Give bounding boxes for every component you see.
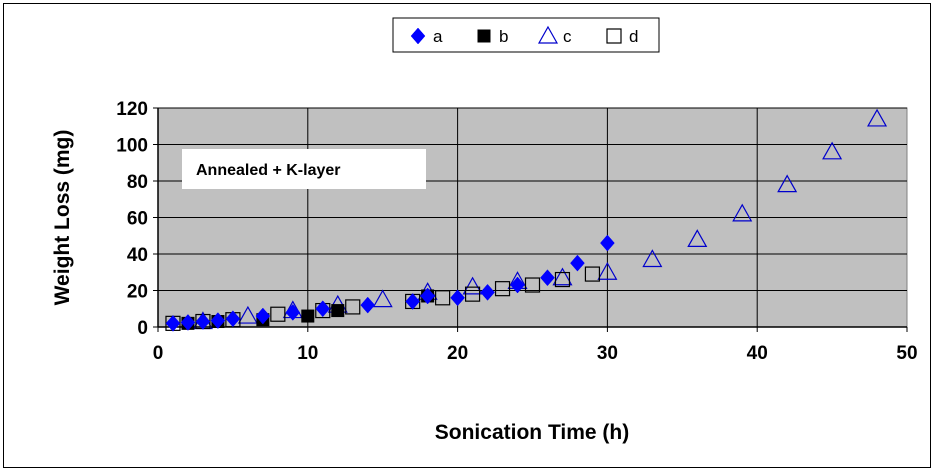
- annotation-label: Annealed + K-layer: [196, 162, 341, 179]
- data-point-d: [345, 299, 361, 315]
- data-point-c: [237, 305, 258, 324]
- data-point-a: [195, 313, 211, 330]
- x-tick-label: 20: [447, 343, 468, 364]
- x-tick-label: 30: [597, 343, 618, 364]
- legend-marker-b: [477, 29, 491, 43]
- data-point-a: [420, 287, 435, 305]
- data-point-a: [480, 283, 495, 301]
- data-point-c: [732, 203, 753, 222]
- data-point-d: [524, 277, 541, 293]
- data-point-d: [435, 290, 451, 306]
- y-tick-label: 40: [127, 245, 148, 266]
- data-point-c: [462, 276, 483, 295]
- y-tick-label: 0: [137, 318, 148, 339]
- x-tick-label: 40: [747, 343, 768, 364]
- legend-marker-a: [410, 27, 426, 45]
- data-series: [165, 108, 888, 332]
- data-point-a: [570, 254, 585, 272]
- data-point-c: [597, 262, 618, 280]
- data-point-c: [867, 108, 888, 127]
- legend-label-d: d: [629, 27, 638, 46]
- data-point-a: [315, 300, 331, 318]
- data-point-c: [552, 267, 573, 286]
- data-point-c: [687, 229, 708, 247]
- data-point-a: [255, 307, 271, 325]
- y-tick-label: 100: [116, 136, 148, 157]
- data-point-a: [165, 314, 181, 332]
- data-point-a: [450, 289, 465, 307]
- data-point-a: [210, 312, 226, 329]
- legend-item-b: b: [477, 27, 508, 46]
- x-tick-label: 10: [297, 343, 318, 364]
- legend-label-a: a: [433, 27, 443, 46]
- data-point-b: [301, 309, 315, 323]
- legend-item-c: c: [537, 25, 572, 46]
- data-point-a: [285, 304, 301, 321]
- legend-marker-d: [606, 28, 622, 44]
- data-point-c: [372, 289, 393, 308]
- data-point-d: [270, 306, 286, 322]
- data-point-c: [777, 174, 798, 193]
- grid-lines: [158, 107, 907, 327]
- data-point-a: [540, 269, 555, 287]
- data-point-a: [225, 310, 241, 328]
- data-point-a: [180, 314, 196, 331]
- data-point-d: [464, 286, 481, 302]
- legend: a b c d: [392, 17, 660, 53]
- legend-marker-c: [537, 25, 559, 44]
- y-tick-label: 80: [127, 172, 148, 193]
- data-point-d: [494, 281, 511, 297]
- annotation-box: Annealed + K-layer: [182, 149, 426, 189]
- data-point-a: [600, 234, 615, 252]
- data-point-d: [584, 266, 601, 282]
- data-point-a: [405, 293, 420, 310]
- legend-label-c: c: [563, 27, 572, 46]
- data-point-c: [822, 141, 843, 160]
- y-tick-label: 120: [116, 99, 148, 120]
- data-point-d: [554, 271, 571, 288]
- y-tick-label: 20: [127, 282, 148, 303]
- x-tick-label: 0: [153, 343, 164, 364]
- x-tick-label: 50: [896, 343, 917, 364]
- data-point-a: [510, 276, 525, 294]
- series-a: [165, 234, 615, 332]
- legend-item-d: d: [606, 27, 638, 46]
- legend-label-b: b: [499, 27, 508, 46]
- y-tick-label: 60: [127, 209, 148, 230]
- data-point-c: [642, 249, 663, 268]
- data-point-b: [331, 304, 345, 318]
- axes: 0 20 40 60 80 100 120 0 10 20 30 40 50: [116, 99, 917, 364]
- data-point-a: [360, 296, 376, 314]
- y-axis-title: Weight Loss (mg): [51, 130, 74, 306]
- legend-item-a: a: [410, 27, 443, 46]
- x-axis-title: Sonication Time (h): [435, 421, 629, 444]
